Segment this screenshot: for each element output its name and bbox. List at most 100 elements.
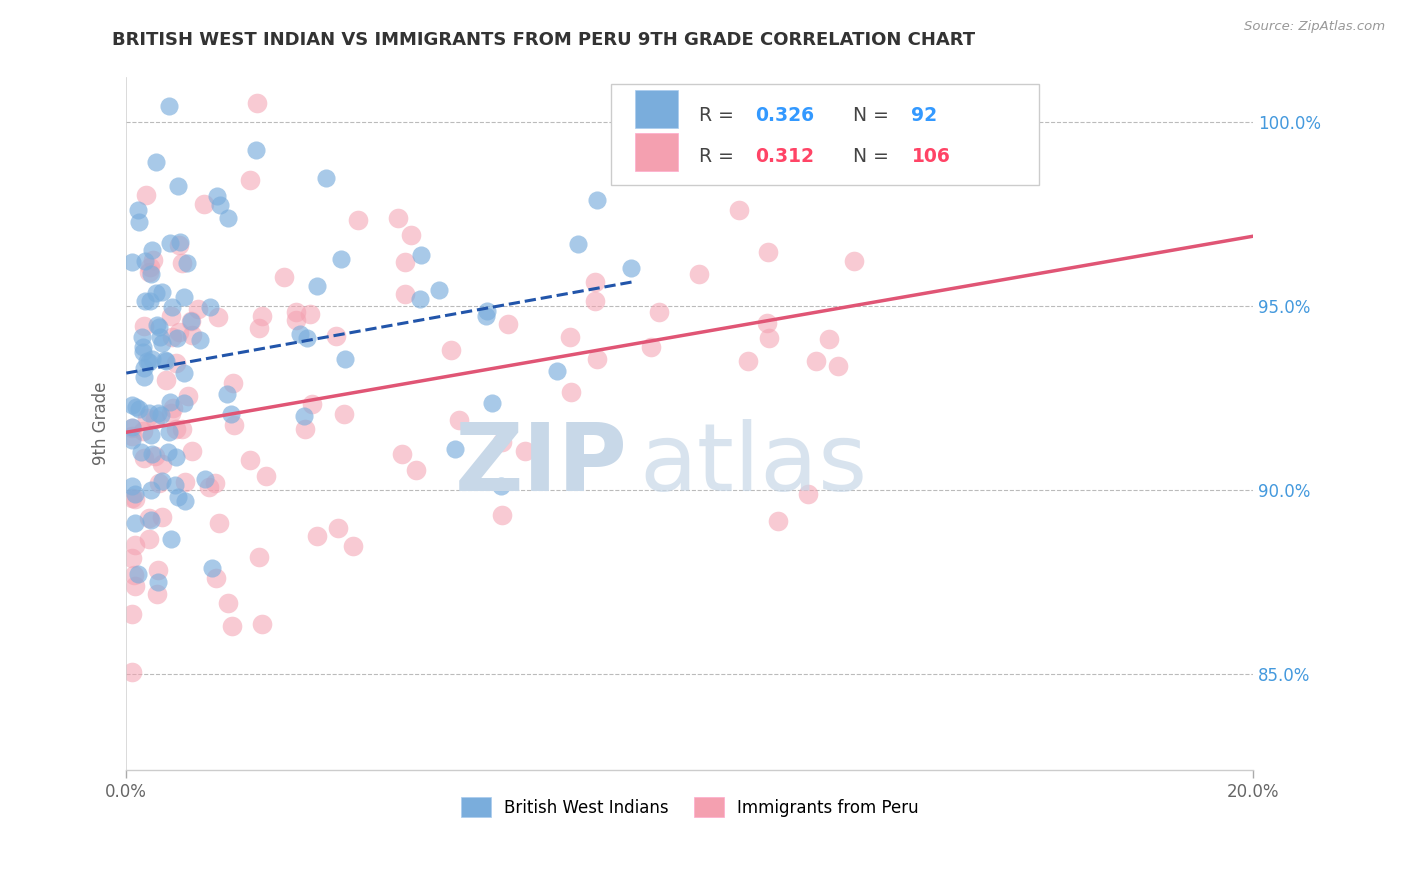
Text: R =: R = [699,106,740,125]
Point [201,560,224,574]
Point [818,332,841,346]
Point [121,479,143,493]
Point [758,331,780,345]
Point [207,516,229,530]
Point [138,355,160,369]
Y-axis label: 9th Grade: 9th Grade [93,382,110,466]
Point [138,511,160,525]
Point [292,409,315,424]
Point [239,173,262,187]
Point [405,463,427,477]
Point [755,316,778,330]
Point [159,235,181,250]
Point [121,551,143,566]
Point [127,203,149,218]
Point [586,193,609,207]
Point [294,422,316,436]
Point [333,352,356,367]
Point [250,309,273,323]
Point [188,333,211,347]
Legend: British West Indians, Immigrants from Peru: British West Indians, Immigrants from Pe… [454,790,925,824]
Point [174,475,197,489]
Point [440,343,463,358]
Point [166,331,188,345]
Point [167,490,190,504]
Point [132,451,155,466]
Point [247,549,270,564]
Point [167,238,190,252]
Point [138,260,160,274]
Point [307,279,329,293]
Point [170,422,193,436]
Point [132,344,155,359]
Point [756,245,779,260]
Point [273,270,295,285]
Point [165,355,187,369]
Point [250,617,273,632]
Text: 106: 106 [911,146,950,166]
Point [125,400,148,414]
Point [394,286,416,301]
Point [135,188,157,202]
Point [491,508,513,523]
Point [245,144,267,158]
Point [301,397,323,411]
Point [138,406,160,420]
Point [121,607,143,621]
Point [153,353,176,368]
Point [326,521,349,535]
Point [167,326,190,340]
Point [387,211,409,225]
Point [247,321,270,335]
Point [138,532,160,546]
Point [239,452,262,467]
Point [134,254,156,268]
Point [169,235,191,249]
Point [305,529,328,543]
Point [181,327,204,342]
Point [496,318,519,332]
Point [150,457,173,471]
Point [648,305,671,319]
Bar [636,89,678,128]
Point [217,387,239,401]
Point [132,424,155,438]
Point [145,586,167,600]
Point [124,567,146,582]
Point [155,354,177,368]
Point [160,309,183,323]
Point [295,331,318,345]
Point [134,319,156,334]
Point [567,237,589,252]
Point [162,401,184,416]
Point [155,373,177,387]
Point [132,369,155,384]
Point [121,421,143,435]
Point [513,444,536,458]
Point [329,252,352,267]
Point [174,493,197,508]
Point [160,406,183,420]
Point [176,256,198,270]
Point [394,255,416,269]
Point [166,178,188,193]
Point [124,538,146,552]
Point [315,171,337,186]
Point [173,290,195,304]
Point [290,326,312,341]
Point [187,302,209,317]
Point [157,99,180,113]
Point [121,428,143,442]
Point [222,417,245,432]
Point [150,510,173,524]
Point [132,360,155,375]
Point [131,445,153,459]
Point [141,253,163,268]
Point [546,364,568,378]
Point [149,330,172,344]
Point [737,354,759,368]
Point [198,479,221,493]
Point [204,571,226,585]
Point [333,407,356,421]
Point [141,447,163,461]
